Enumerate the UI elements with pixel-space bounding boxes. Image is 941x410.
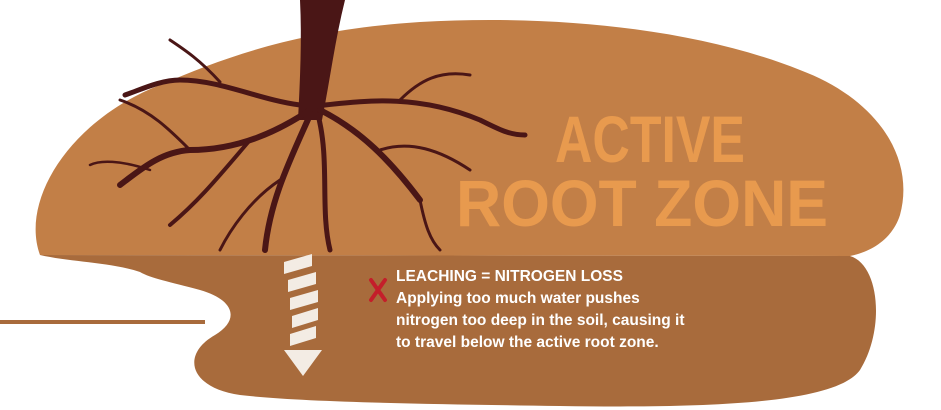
callout-body-line: Applying too much water pushes [396,288,816,310]
title-line: ACTIVE [555,102,745,176]
callout-body-line: nitrogen too deep in the soil, causing i… [396,310,816,332]
callout: LEACHING = NITROGEN LOSS Applying too mu… [396,266,816,354]
callout-body-line: to travel below the active root zone. [396,332,816,354]
title-line: ROOT ZONE [456,166,828,240]
infographic: ACTIVE ROOT ZONE LEACHING = NITROGEN LOS… [0,0,941,410]
callout-heading: LEACHING = NITROGEN LOSS [396,266,816,288]
